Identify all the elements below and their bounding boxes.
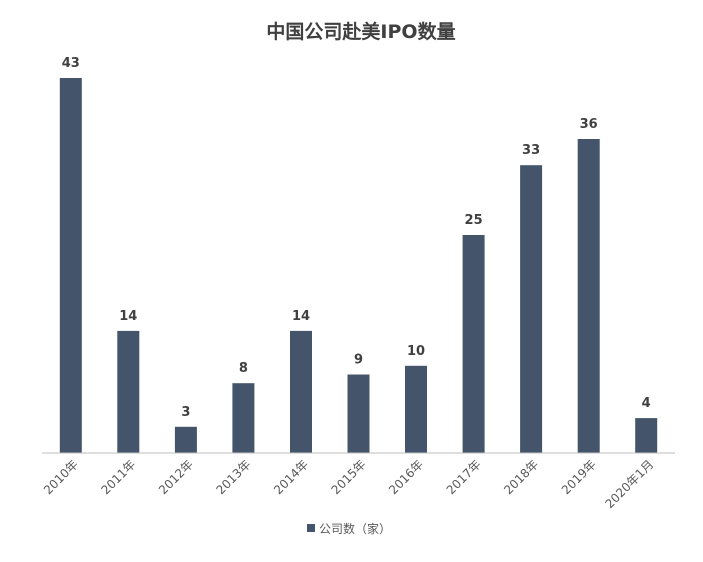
bar-5 [347, 374, 370, 453]
value-label-9: 36 [580, 117, 598, 132]
bar-4 [290, 330, 312, 453]
x-tick-label-3: 2013年 [214, 457, 254, 497]
value-label-10: 4 [642, 396, 651, 411]
x-tick-label-5: 2015年 [329, 457, 369, 497]
x-tick-label-1: 2011年 [98, 457, 138, 497]
bar-9 [577, 139, 600, 453]
value-label-2: 3 [181, 405, 190, 420]
value-label-5: 9 [354, 353, 363, 368]
bar-6 [405, 365, 427, 453]
legend-swatch [307, 524, 315, 532]
value-label-3: 8 [239, 361, 248, 376]
x-tick-label-0: 2010年 [41, 457, 81, 497]
bar-10 [635, 418, 658, 453]
bar-0 [59, 78, 82, 453]
x-tick-labels-group: 2010年 2011年 2012年 2013年 2014年 2015年 2016年 2017年… [41, 457, 656, 511]
x-tick-label-4: 2014年 [271, 457, 311, 497]
bar-1 [117, 330, 140, 453]
x-tick-label-10: 2020年1月 [602, 457, 656, 511]
chart-title: 中国公司赴美IPO数量 [266, 20, 455, 43]
legend: 公司数（家） [307, 521, 391, 536]
x-tick-label-6: 2016年 [386, 457, 426, 497]
x-tick-label-7: 2017年 [444, 457, 484, 497]
value-label-7: 25 [465, 213, 483, 228]
value-labels-group: 43 14 3 8 14 9 10 25 33 36 4 [62, 56, 651, 420]
bars-group [59, 78, 658, 453]
x-tick-label-2: 2012年 [156, 457, 196, 497]
value-label-4: 14 [292, 309, 310, 324]
bar-8 [520, 165, 543, 453]
value-label-1: 14 [119, 309, 137, 324]
value-label-6: 10 [407, 344, 425, 359]
x-tick-label-9: 2019年 [559, 457, 599, 497]
value-label-8: 33 [522, 143, 540, 158]
bar-3 [232, 383, 255, 453]
bar-7 [462, 235, 485, 453]
legend-label: 公司数（家） [319, 521, 391, 536]
x-tick-label-8: 2018年 [501, 457, 541, 497]
bar-2 [174, 426, 197, 453]
value-label-0: 43 [62, 56, 80, 71]
